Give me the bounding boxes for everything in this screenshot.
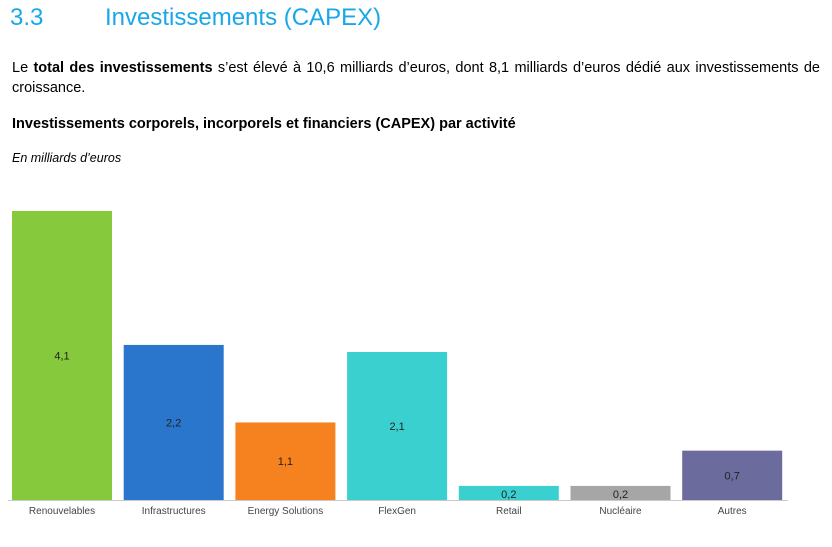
section-title: Investissements (CAPEX) (105, 4, 382, 31)
category-label-4: Retail (496, 506, 522, 517)
bar-2 (235, 422, 336, 500)
bar-value-label-4: 0,2 (501, 489, 516, 501)
bar-4 (458, 485, 559, 500)
section-heading: 3.3 Investissements (CAPEX) (10, 4, 381, 32)
paragraph-prefix: Le (12, 60, 34, 76)
category-label-6: Autres (718, 506, 747, 517)
unit-label: En milliards d’euros (12, 151, 122, 165)
bar-5 (570, 485, 671, 500)
bar-value-label-2: 1,1 (278, 456, 293, 468)
bar-3 (347, 351, 448, 500)
intro-paragraph: Le total des investissements s’est élevé… (12, 58, 820, 98)
category-label-3: FlexGen (378, 506, 416, 517)
category-label-5: Nucléaire (599, 506, 642, 517)
section-number: 3.3 (10, 4, 44, 31)
paragraph-bold: total des investissements (33, 60, 213, 76)
bar-value-label-0: 4,1 (54, 351, 69, 363)
bar-0 (12, 211, 112, 500)
paragraph-rest: s’est élevé à 10,6 milliards d’euros, do… (12, 60, 820, 96)
bar-value-label-6: 0,7 (725, 470, 740, 482)
bar-value-label-3: 2,1 (389, 421, 404, 433)
category-label-2: Energy Solutions (248, 506, 324, 517)
bar-value-label-5: 0,2 (613, 489, 628, 501)
category-label-1: Infrastructures (142, 506, 206, 517)
chart-heading: Investissements corporels, incorporels e… (12, 116, 516, 132)
bar-6 (682, 450, 783, 500)
category-label-0: Renouvelables (29, 506, 95, 517)
bar-1 (123, 344, 224, 500)
bar-value-label-1: 2,2 (166, 417, 181, 429)
